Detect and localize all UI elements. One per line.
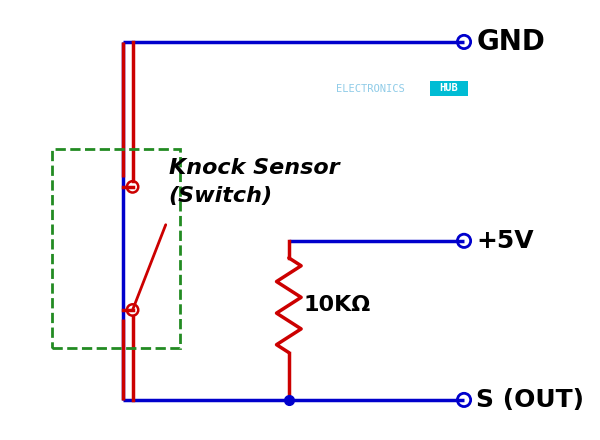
Text: (Switch): (Switch) — [169, 186, 272, 206]
Text: +5V: +5V — [476, 229, 534, 253]
Text: 10KΩ: 10KΩ — [303, 295, 370, 315]
Text: ELECTRONICS: ELECTRONICS — [336, 84, 405, 94]
Text: S (OUT): S (OUT) — [476, 388, 584, 412]
Text: GND: GND — [476, 28, 545, 56]
Text: Knock Sensor: Knock Sensor — [169, 158, 339, 178]
FancyBboxPatch shape — [430, 81, 468, 96]
Text: HUB: HUB — [439, 83, 458, 93]
